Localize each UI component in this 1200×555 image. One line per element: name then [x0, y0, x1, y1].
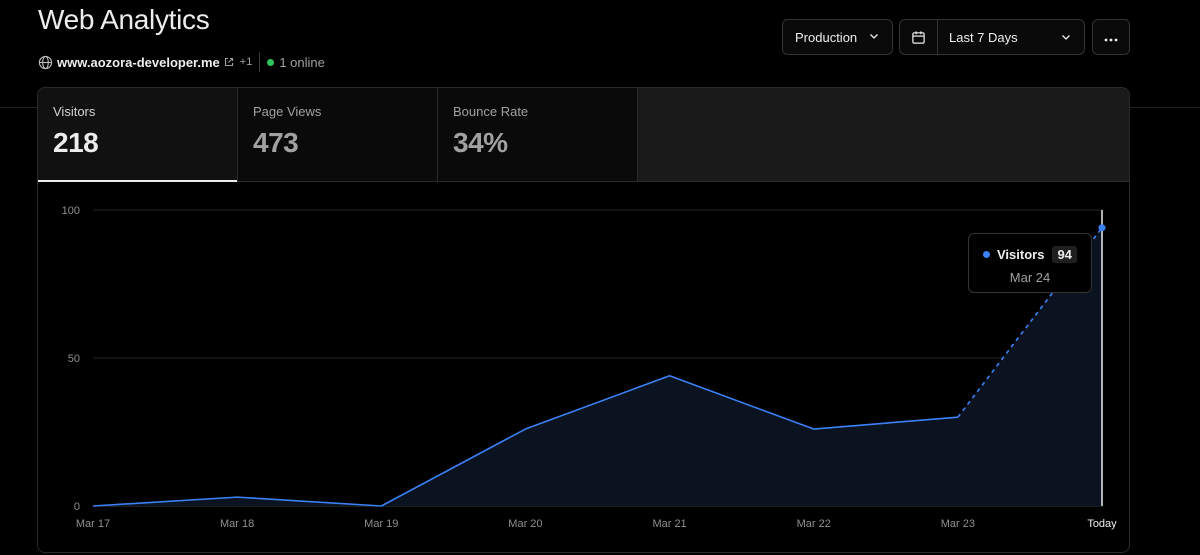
y-tick-label: 50 — [68, 353, 80, 365]
chart-tooltip: Visitors 94 Mar 24 — [968, 233, 1092, 293]
analytics-card: Visitors 218 Page Views 473 Bounce Rate … — [37, 87, 1130, 553]
x-tick-label: Mar 17 — [76, 518, 110, 530]
metric-tab-page-views[interactable]: Page Views 473 — [238, 88, 438, 181]
x-tick-label: Mar 21 — [652, 518, 686, 530]
visitors-chart[interactable]: 0 50 100 Mar 17 Mar 18 Mar 19 Mar 20 Mar 21 Mar … — [38, 88, 1130, 553]
meta-divider — [259, 52, 261, 72]
chevron-down-icon — [868, 30, 880, 45]
y-tick-label: 0 — [74, 501, 80, 513]
tooltip-series: Visitors — [997, 247, 1045, 262]
extra-domains-count[interactable]: +1 — [239, 56, 253, 68]
metric-label: Visitors — [53, 104, 96, 119]
series-line-visitors — [92, 374, 958, 507]
chevron-down-icon — [1060, 31, 1072, 43]
metric-tab-visitors[interactable]: Visitors 218 — [38, 88, 238, 182]
metric-tabs-filler — [638, 88, 1129, 181]
metric-value: 218 — [53, 127, 99, 158]
x-tick-label: Mar 20 — [508, 518, 542, 530]
metric-tabs: Visitors 218 Page Views 473 Bounce Rate … — [38, 88, 1129, 182]
metric-tab-bounce-rate[interactable]: Bounce Rate 34% — [438, 88, 638, 181]
tooltip-date: Mar 24 — [1009, 270, 1051, 285]
date-range-select[interactable]: Last 7 Days — [899, 19, 1085, 55]
x-tick-label: Today — [1087, 518, 1117, 530]
x-tick-label: Mar 18 — [220, 518, 254, 530]
series-area — [93, 227, 1102, 506]
x-tick-label: Mar 22 — [797, 518, 831, 530]
date-range-label: Last 7 Days — [949, 29, 1018, 45]
metric-value: 473 — [253, 127, 299, 158]
metric-value: 34% — [453, 127, 508, 158]
online-status-dot — [267, 58, 275, 66]
y-tick-label: 100 — [62, 205, 80, 217]
more-options-button[interactable] — [1092, 19, 1130, 55]
globe-icon — [38, 55, 53, 70]
tooltip-value: 94 — [1052, 246, 1077, 263]
more-horizontal-icon — [1104, 30, 1118, 45]
data-point-highlight — [1098, 224, 1106, 232]
series-color-dot — [983, 251, 990, 258]
external-link-icon[interactable] — [224, 57, 234, 67]
page-title: Web Analytics — [38, 4, 210, 35]
calendar-icon[interactable] — [900, 20, 938, 54]
x-tick-label: Mar 19 — [364, 518, 398, 530]
x-tick-label: Mar 23 — [941, 518, 975, 530]
project-meta: www.aozora-developer.me +1 1 online — [38, 52, 325, 72]
environment-select-label: Production — [795, 29, 858, 45]
domain-link[interactable]: www.aozora-developer.me — [57, 54, 220, 70]
online-count: 1 online — [279, 54, 325, 70]
metric-label: Page Views — [253, 104, 322, 119]
metric-label: Bounce Rate — [453, 104, 529, 119]
environment-select[interactable]: Production — [782, 19, 893, 55]
